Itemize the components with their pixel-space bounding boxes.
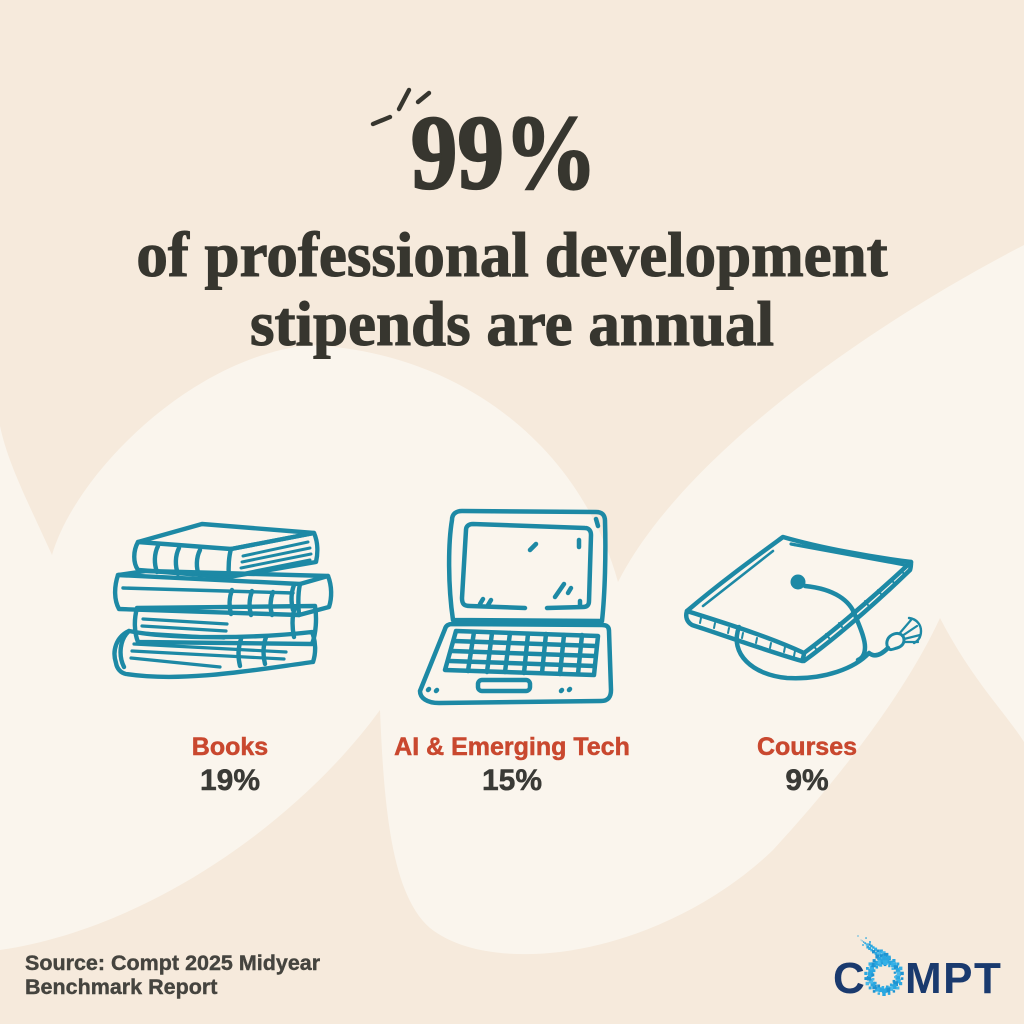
svg-text:C: C	[833, 954, 865, 1003]
svg-text:MPT: MPT	[905, 954, 1002, 1003]
